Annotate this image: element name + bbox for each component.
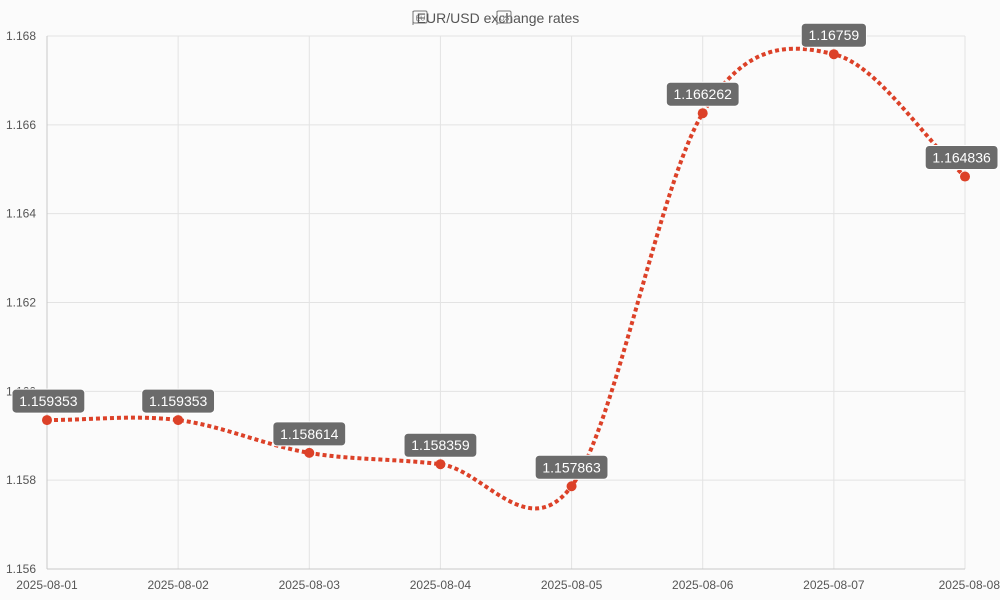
chart-title: EU EUR/USD exchange rates US	[412, 10, 580, 26]
data-label-text: 1.158614	[280, 426, 339, 442]
x-tick-label: 2025-08-06	[672, 578, 734, 592]
x-tick-label: 2025-08-01	[16, 578, 78, 592]
data-labels: 1.159353 1.159353 1.158614 1.158359 1.157863…	[11, 22, 999, 480]
data-label: 1.159353	[141, 388, 216, 414]
y-tick-label: 1.162	[6, 296, 36, 310]
flag-letters: EU	[416, 16, 426, 23]
data-label-text: 1.158359	[411, 437, 470, 453]
flag-letters: US	[500, 16, 510, 23]
eu-flag-icon: EU	[412, 10, 428, 25]
series-line	[46, 46, 967, 511]
data-label-text: 1.159353	[19, 393, 78, 409]
data-label: 1.159353	[11, 388, 86, 414]
data-label-box	[924, 145, 999, 171]
x-tick-label: 2025-08-04	[410, 578, 472, 592]
data-label: 1.158359	[403, 432, 478, 458]
data-point[interactable]	[697, 108, 708, 119]
data-label: 1.158614	[272, 421, 347, 447]
data-label: 1.16759	[800, 22, 867, 48]
data-label-box	[11, 388, 86, 414]
data-label-box	[403, 432, 478, 458]
x-tick-label: 2025-08-02	[147, 578, 209, 592]
data-label-box	[141, 388, 216, 414]
data-point[interactable]	[828, 49, 839, 60]
x-tick-label: 2025-08-08	[939, 578, 1000, 592]
data-label-box	[534, 454, 609, 480]
data-label-box	[272, 421, 347, 447]
data-point[interactable]	[960, 171, 970, 182]
y-tick-label: 1.158	[6, 473, 36, 487]
y-tick-label: 1.164	[6, 207, 36, 221]
x-tick-label: 2025-08-07	[803, 578, 865, 592]
data-point[interactable]	[566, 481, 577, 492]
y-tick-label: 1.166	[6, 118, 36, 132]
data-point[interactable]	[304, 447, 315, 458]
data-point[interactable]	[42, 415, 52, 426]
y-tick-label: 1.156	[6, 562, 36, 576]
x-tick-label: 2025-08-03	[279, 578, 341, 592]
x-tick-label: 2025-08-05	[541, 578, 603, 592]
chart-title-text: EUR/USD exchange rates	[417, 10, 580, 26]
data-label-text: 1.159353	[149, 393, 208, 409]
data-label-text: 1.16759	[809, 27, 860, 43]
data-label: 1.164836	[924, 145, 999, 171]
data-label: 1.166262	[665, 81, 740, 107]
data-point[interactable]	[173, 415, 184, 426]
y-tick-label: 1.168	[6, 29, 36, 43]
grid	[46, 35, 966, 570]
data-point[interactable]	[435, 459, 446, 470]
axes: 1.1561.1581.1601.1621.1641.1661.1682025-…	[6, 29, 1000, 592]
data-label-box	[800, 22, 867, 48]
data-label-text: 1.166262	[674, 86, 733, 102]
data-label-box	[665, 81, 740, 107]
data-label-text: 1.157863	[542, 459, 601, 475]
data-label: 1.157863	[534, 454, 609, 480]
data-label-text: 1.164836	[932, 150, 991, 166]
data-points	[42, 49, 970, 492]
series-lines	[46, 46, 967, 511]
us-flag-icon: US	[496, 10, 512, 25]
